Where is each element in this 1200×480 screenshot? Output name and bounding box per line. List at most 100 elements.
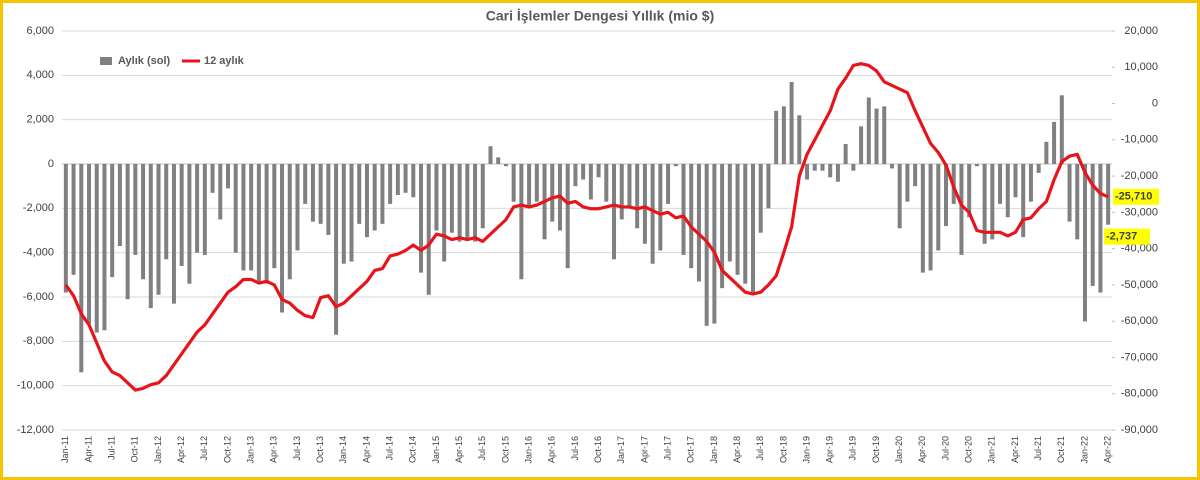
bar <box>341 164 346 264</box>
bar <box>125 164 130 300</box>
bar <box>1075 164 1080 240</box>
value-label-bg <box>1113 188 1159 205</box>
bar <box>117 164 122 247</box>
x-tick-label: Jul-14 <box>385 436 395 461</box>
x-tick-label: Jul-20 <box>940 436 950 461</box>
bar <box>357 164 362 224</box>
bar <box>619 164 624 220</box>
y2-tick-label: -70,000 <box>1121 351 1158 363</box>
bar <box>71 164 76 275</box>
bar <box>1036 164 1041 173</box>
bar <box>967 164 972 218</box>
x-tick-label: Oct-12 <box>222 436 232 463</box>
bar <box>241 164 246 271</box>
bar <box>411 164 416 198</box>
bar <box>1098 164 1103 293</box>
x-tick-label: Jan-20 <box>894 436 904 464</box>
bar <box>488 146 493 164</box>
bar <box>750 164 755 293</box>
x-tick-label: Jul-15 <box>477 436 487 461</box>
bar <box>503 164 508 167</box>
bar <box>449 164 454 233</box>
x-tick-label: Apr-11 <box>83 436 93 462</box>
bar <box>473 164 478 242</box>
bar <box>913 164 918 187</box>
bar <box>642 164 647 244</box>
x-tick-label: Jan-12 <box>153 436 163 464</box>
x-tick-label: Jan-14 <box>338 436 348 464</box>
y-tick-label: -2,000 <box>23 202 54 214</box>
x-tick-label: Oct-13 <box>315 436 325 463</box>
bar <box>364 164 369 238</box>
bar <box>419 164 424 273</box>
x-tick-label: Apr-12 <box>176 436 186 463</box>
bar <box>388 164 393 204</box>
legend: Aylık (sol) 12 aylık <box>100 55 245 67</box>
x-tick-label: Jan-15 <box>431 436 441 464</box>
bar <box>550 164 555 222</box>
bar <box>63 164 68 293</box>
bar <box>596 164 601 178</box>
bar <box>426 164 431 295</box>
bar <box>1052 121 1057 164</box>
y2-tick-label: 10,000 <box>1124 61 1158 73</box>
y-tick-label: 6,000 <box>26 25 54 37</box>
x-tick-label: Oct-16 <box>593 436 603 463</box>
bar <box>1005 164 1010 218</box>
bar <box>696 164 701 282</box>
bar <box>820 164 825 171</box>
y2-tick-label: 0 <box>1152 97 1158 109</box>
y-tick-label: -4,000 <box>23 247 54 259</box>
bar <box>835 164 840 182</box>
bar <box>102 164 107 331</box>
bar <box>666 164 671 204</box>
x-tick-label: Apr-16 <box>547 436 557 463</box>
bar <box>1067 164 1072 222</box>
bar <box>998 164 1003 204</box>
bar <box>442 164 447 262</box>
y-tick-label: 0 <box>48 158 54 170</box>
bar <box>326 164 331 235</box>
bar <box>272 164 277 269</box>
bar <box>758 164 763 233</box>
bar <box>774 110 779 164</box>
bar <box>727 164 732 262</box>
x-tick-label: Apr-18 <box>732 436 742 463</box>
x-tick-label: Oct-18 <box>778 436 788 463</box>
bar <box>496 157 501 164</box>
bar <box>681 164 686 255</box>
x-tick-label: Apr-22 <box>1103 436 1113 463</box>
x-tick-label: Apr-14 <box>361 436 371 463</box>
x-tick-label: Jan-21 <box>987 436 997 464</box>
bar <box>1106 164 1111 225</box>
y-tick-label: 4,000 <box>26 69 54 81</box>
bar <box>588 164 593 200</box>
bar <box>519 164 524 280</box>
bar <box>187 164 192 284</box>
bar <box>781 106 786 164</box>
x-tick-label: Jan-16 <box>523 436 533 464</box>
bar <box>1021 164 1026 238</box>
bar <box>133 164 138 255</box>
bar <box>511 164 516 202</box>
bar <box>372 164 377 231</box>
bar <box>859 126 864 164</box>
bar <box>141 164 146 280</box>
bar <box>202 164 207 255</box>
bar <box>256 164 261 282</box>
bar <box>179 164 184 266</box>
bar <box>318 164 323 224</box>
y2-tick-label: -90,000 <box>1121 424 1158 436</box>
x-tick-label: Jul-12 <box>199 436 209 461</box>
bar <box>797 115 802 164</box>
bar <box>704 164 709 326</box>
x-tick-label: Jan-13 <box>246 436 256 464</box>
bar <box>612 164 617 260</box>
bar <box>650 164 655 264</box>
x-tick-label: Apr-20 <box>917 436 927 463</box>
bar <box>295 164 300 251</box>
bar <box>635 164 640 229</box>
bar <box>889 164 894 169</box>
y-tick-label: -8,000 <box>23 335 54 347</box>
y-tick-label: -6,000 <box>23 291 54 303</box>
